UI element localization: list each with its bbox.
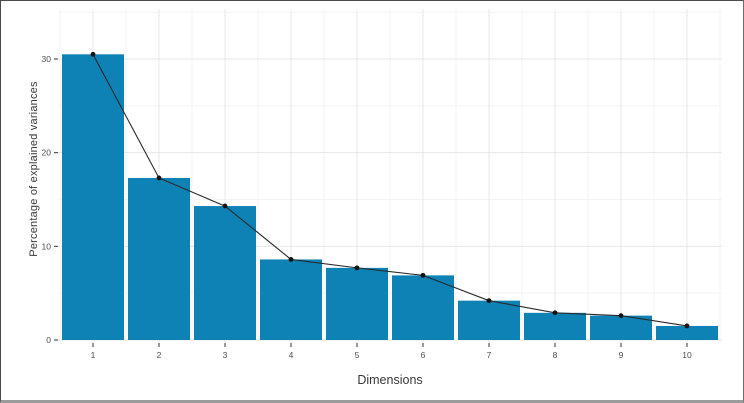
x-tick-label: 2 <box>157 350 162 360</box>
x-tick-label: 10 <box>682 350 692 360</box>
scree-point-2 <box>156 175 162 181</box>
bar-dimension-4 <box>260 259 322 340</box>
x-tick-label: 6 <box>421 350 426 360</box>
x-tick-label: 5 <box>355 350 360 360</box>
bar-dimension-8 <box>524 312 586 340</box>
x-tick-label: 9 <box>619 350 624 360</box>
scree-point-4 <box>288 257 294 262</box>
bar-dimension-3 <box>194 206 256 340</box>
bar-dimension-9 <box>590 315 652 340</box>
x-tick-label: 7 <box>487 350 492 360</box>
bar-dimension-7 <box>458 300 520 340</box>
scree-line <box>92 54 688 327</box>
y-tick-label: 0 <box>46 335 51 345</box>
x-tick-label: 8 <box>553 350 558 360</box>
bar-dimension-6 <box>392 275 454 340</box>
scree-point-10 <box>684 323 690 329</box>
scree-point-5 <box>354 265 360 271</box>
x-axis-title: Dimensions <box>357 373 423 387</box>
bar-dimension-1 <box>62 54 124 341</box>
scree-point-6 <box>420 272 426 278</box>
scree-point-1 <box>90 51 96 57</box>
x-tick-label: 3 <box>223 350 228 360</box>
y-tick-label: 30 <box>42 54 52 64</box>
scree-point-9 <box>618 313 624 319</box>
y-tick-label: 10 <box>42 241 52 251</box>
bar-dimension-2 <box>128 177 190 340</box>
scree-point-3 <box>222 203 228 209</box>
bar-dimension-10 <box>656 325 718 340</box>
y-tick-label: 20 <box>42 148 52 158</box>
x-tick-label: 1 <box>91 350 96 360</box>
x-tick-label: 4 <box>289 350 294 360</box>
scree-point-8 <box>552 310 558 316</box>
scree-point-7 <box>486 298 492 304</box>
y-axis-title: Percentage of explained variances <box>28 81 40 257</box>
bar-dimension-5 <box>326 267 388 340</box>
